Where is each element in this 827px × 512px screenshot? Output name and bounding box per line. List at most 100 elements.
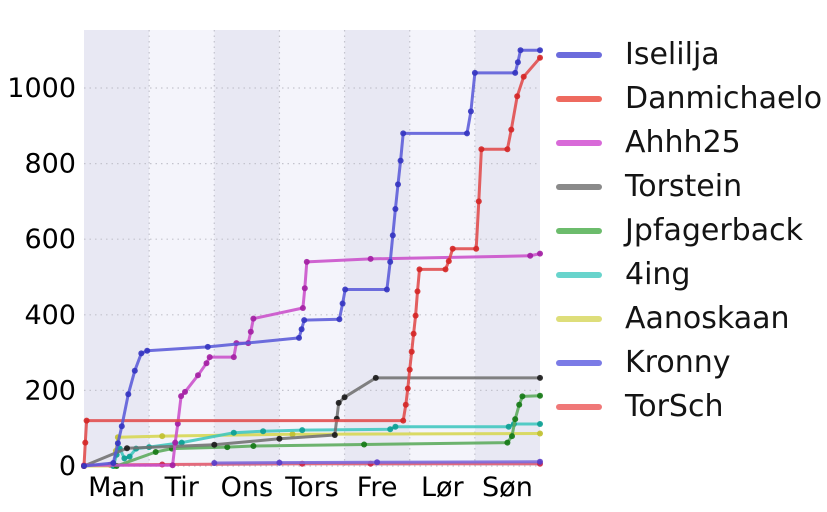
series-marker-Danmichaelo: [414, 288, 421, 295]
series-marker-Iselilja: [537, 47, 543, 54]
series-marker-Iselilja: [336, 316, 343, 323]
series-line-4ing: [111, 422, 542, 468]
x-tick-label-Tors: Tors: [284, 472, 339, 503]
series-marker-4ing: [392, 423, 399, 430]
day-band-Tors: [279, 30, 345, 466]
series-marker-Danmichaelo: [478, 146, 485, 153]
legend-label-Jpfagerback: Jpfagerback: [625, 213, 803, 248]
series-marker-Ahhh25: [172, 439, 179, 446]
series-marker-Iselilja: [301, 317, 308, 324]
series-marker-Danmichaelo: [449, 245, 456, 252]
series-marker-Iselilja: [138, 350, 145, 357]
series-marker-4ing: [126, 453, 133, 460]
series-marker-Danmichaelo: [402, 401, 409, 408]
series-marker-Ahhh25: [195, 372, 201, 379]
y-tick-label-0: 0: [59, 451, 76, 482]
series-marker-Ahhh25: [301, 285, 308, 292]
y-tick-label-1000: 1000: [7, 73, 76, 104]
series-marker-Aanoskaan: [537, 430, 543, 437]
series-marker-Ahhh25: [230, 354, 237, 361]
series-marker-Danmichaelo: [410, 330, 417, 337]
legend-label-4ing: 4ing: [625, 257, 691, 292]
legend-swatch-4ing: [556, 272, 602, 278]
series-marker-Torstein: [341, 394, 348, 401]
series-marker-Iselilja: [81, 463, 87, 469]
series-marker-Danmichaelo: [408, 348, 415, 355]
series-marker-Danmichaelo: [406, 366, 413, 373]
legend-item-Jpfagerback: Jpfagerback: [556, 209, 822, 253]
series-marker-Ahhh25: [250, 315, 257, 322]
series-marker-Torstein: [372, 374, 379, 381]
series-marker-4ing: [260, 428, 267, 435]
series-marker-Torstein: [335, 399, 342, 406]
series-marker-Ahhh25: [247, 328, 254, 335]
series-marker-Iselilja: [114, 440, 121, 447]
series-marker-Jpfagerback: [504, 439, 511, 446]
series-marker-Iselilja: [342, 286, 349, 293]
series-marker-Ahhh25: [299, 305, 306, 311]
series-marker-Jpfagerback: [152, 449, 159, 455]
legend-swatch-Ahhh25: [556, 140, 602, 146]
series-marker-Jpfagerback: [509, 433, 515, 440]
series-marker-Iselilja: [110, 460, 117, 466]
legend-label-Torstein: Torstein: [625, 169, 743, 204]
x-tick-label-Fre: Fre: [357, 472, 398, 503]
series-marker-Danmichaelo: [537, 54, 543, 61]
series-marker-Iselilja: [471, 69, 478, 76]
series-marker-Danmichaelo: [504, 146, 511, 153]
series-marker-Kronny: [211, 460, 218, 466]
series-marker-Jpfagerback: [516, 401, 523, 408]
series-marker-Iselilja: [298, 326, 305, 333]
legend-label-Iselilja: Iselilja: [625, 37, 720, 72]
y-tick-label-400: 400: [24, 300, 76, 331]
legend-item-Danmichaelo: Danmichaelo: [556, 77, 822, 121]
legend-label-TorSch: TorSch: [625, 389, 724, 424]
legend-item-Kronny: Kronny: [556, 341, 822, 385]
series-marker-Jpfagerback: [537, 392, 543, 399]
series-marker-Iselilja: [512, 69, 519, 76]
series-marker-Iselilja: [400, 130, 407, 137]
series-marker-4ing: [299, 427, 306, 434]
legend-label-Aanoskaan: Aanoskaan: [625, 301, 790, 336]
series-marker-Kronny: [276, 459, 283, 466]
series-marker-Ahhh25: [174, 420, 181, 427]
series-marker-Aanoskaan: [159, 433, 166, 440]
series-marker-Jpfagerback: [361, 441, 368, 448]
series-marker-Iselilja: [397, 157, 404, 164]
day-band-Fre: [344, 30, 410, 466]
x-tick-label-Man: Man: [88, 472, 145, 503]
series-marker-4ing: [121, 455, 128, 462]
series-marker-Iselilja: [389, 232, 396, 239]
series-marker-Torstein: [276, 435, 283, 442]
series-marker-Iselilja: [339, 300, 346, 307]
legend-swatch-TorSch: [556, 404, 602, 410]
series-marker-Iselilja: [144, 347, 151, 354]
series-marker-Aanoskaan: [289, 431, 296, 438]
x-tick-label-Tir: Tir: [164, 472, 200, 503]
series-marker-Iselilja: [125, 391, 132, 398]
series-marker-Danmichaelo: [473, 245, 480, 252]
series-marker-Ahhh25: [206, 354, 213, 361]
series-marker-Danmichaelo: [508, 126, 515, 133]
series-marker-Iselilja: [464, 130, 470, 137]
series-marker-Danmichaelo: [475, 198, 482, 205]
series-marker-Torstein: [211, 441, 218, 448]
series-marker-Iselilja: [204, 343, 211, 350]
legend-swatch-Danmichaelo: [556, 96, 602, 102]
legend-swatch-Aanoskaan: [556, 316, 602, 322]
series-marker-Ahhh25: [367, 255, 374, 262]
series-marker-Danmichaelo: [514, 93, 521, 100]
series-marker-Iselilja: [383, 286, 390, 293]
series-marker-Iselilja: [387, 258, 394, 265]
series-marker-Ahhh25: [303, 258, 310, 265]
legend-item-Aanoskaan: Aanoskaan: [556, 297, 822, 341]
series-marker-Ahhh25: [203, 360, 210, 367]
series-marker-Iselilja: [392, 206, 399, 212]
legend-swatch-Jpfagerback: [556, 228, 602, 234]
legend-label-Kronny: Kronny: [625, 345, 731, 380]
legend-item-TorSch: TorSch: [556, 385, 822, 429]
series-marker-Danmichaelo: [412, 312, 419, 319]
series-marker-Iselilja: [296, 334, 302, 341]
legend-item-4ing: 4ing: [556, 253, 822, 297]
